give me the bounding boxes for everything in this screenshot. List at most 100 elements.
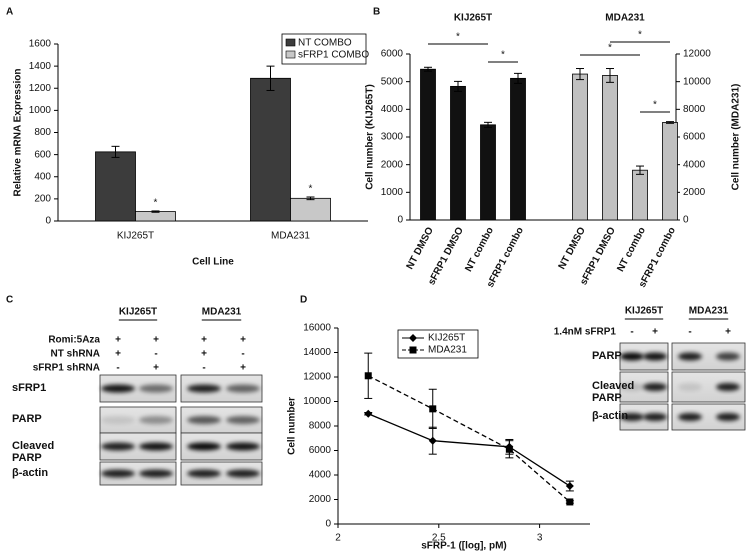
bar (510, 77, 526, 221)
error-bar (606, 68, 614, 83)
band (678, 413, 702, 421)
bar (632, 169, 648, 221)
panel-label: A (6, 7, 13, 18)
treatment-sign: - (630, 327, 633, 338)
treatment-sign: + (201, 349, 207, 360)
band (678, 383, 702, 391)
band-label: PARP (12, 413, 42, 425)
tick-label: 10000 (683, 76, 711, 87)
legend-label: MDA231 (428, 345, 467, 356)
significance-mark: * (501, 50, 505, 61)
error-bar (424, 66, 432, 72)
legend-swatch (285, 38, 296, 47)
band-label: β-actin (592, 410, 629, 422)
tick-label: 4000 (381, 104, 404, 115)
legend-label: NT COMBO (298, 38, 352, 49)
bar (290, 197, 331, 222)
tick-label: 6000 (309, 445, 332, 456)
error-bar (576, 68, 584, 81)
band (716, 383, 740, 391)
legend-box (397, 329, 479, 359)
treatment-sign: + (240, 363, 246, 374)
treatment-sign: - (202, 363, 205, 374)
tick-label: 800 (34, 127, 51, 138)
significance-mark: * (456, 32, 460, 43)
significance-mark: * (638, 30, 642, 41)
band (187, 384, 221, 393)
treatment-sign: - (154, 349, 157, 360)
band-label: PARP (592, 349, 622, 362)
blot-strip (180, 461, 263, 486)
bar (602, 75, 618, 221)
band (643, 413, 667, 421)
tick-label: 3000 (381, 132, 404, 143)
treatment-sign: - (241, 349, 244, 360)
tick-label: 3 (537, 533, 543, 544)
error-bar (306, 196, 315, 201)
band (226, 416, 260, 424)
marker (566, 498, 574, 506)
marker (428, 436, 437, 445)
tick-label: 2000 (309, 494, 332, 505)
tick-label: 1200 (29, 83, 52, 94)
tick-label: 200 (34, 194, 51, 205)
tick-label: 1400 (29, 61, 52, 72)
blot-strip (99, 461, 177, 486)
cell-line-header: KIJ265T (625, 306, 663, 317)
error-bar (111, 145, 120, 158)
band (716, 413, 740, 421)
band (187, 416, 221, 424)
band (620, 383, 644, 391)
treatment-sign: - (688, 327, 691, 338)
band (643, 383, 667, 391)
tick-label: 0 (683, 215, 689, 226)
band (226, 469, 260, 478)
band (620, 352, 644, 361)
tick-label: 4000 (309, 470, 332, 481)
bar (662, 122, 678, 221)
panel-label: D (300, 295, 307, 306)
panel-label: B (373, 7, 380, 18)
error-bar (266, 65, 275, 91)
marker (364, 372, 372, 380)
marker (565, 482, 574, 491)
tick-label: 6000 (683, 132, 706, 143)
x-tick-label: MDA231 (271, 231, 310, 242)
treatment-sign: + (115, 349, 121, 360)
tick-label: 10000 (303, 396, 331, 407)
cell-line-header: MDA231 (689, 306, 729, 317)
treatment-sign: + (725, 327, 731, 338)
cell-line-header: KIJ265T (119, 307, 157, 318)
tick-label: 400 (34, 171, 51, 182)
tick-label: 16000 (303, 323, 331, 334)
treatment-sign: + (201, 335, 207, 346)
tick-label: 8000 (309, 421, 332, 432)
band (101, 469, 135, 478)
marker (364, 409, 373, 418)
legend-label: KIJ265T (428, 333, 465, 344)
significance-mark: * (653, 100, 657, 111)
tick-label: 1000 (381, 187, 404, 198)
band (620, 413, 644, 421)
treatment-sign: + (115, 335, 121, 346)
treatment-label: NT shRNA (51, 349, 100, 360)
band-label: sFRP1 (12, 381, 47, 394)
legend-swatch (285, 50, 296, 59)
tick-label: 4000 (683, 159, 706, 170)
x-axis-label: Cell Line (192, 257, 234, 268)
band (139, 442, 173, 451)
treatment-sign: + (153, 335, 159, 346)
tick-label: 2 (335, 533, 341, 544)
tick-label: 2000 (381, 159, 404, 170)
x-tick-label: NT combo (615, 225, 648, 273)
treatment-label: Romi:5Aza (48, 335, 100, 346)
bar (135, 211, 176, 222)
band (139, 416, 173, 424)
bar (95, 151, 136, 222)
tick-label: 600 (34, 149, 51, 160)
treatment-sign: + (153, 363, 159, 374)
tick-label: 12000 (303, 372, 331, 383)
tick-label: 14000 (303, 347, 331, 358)
data-line (367, 413, 571, 487)
